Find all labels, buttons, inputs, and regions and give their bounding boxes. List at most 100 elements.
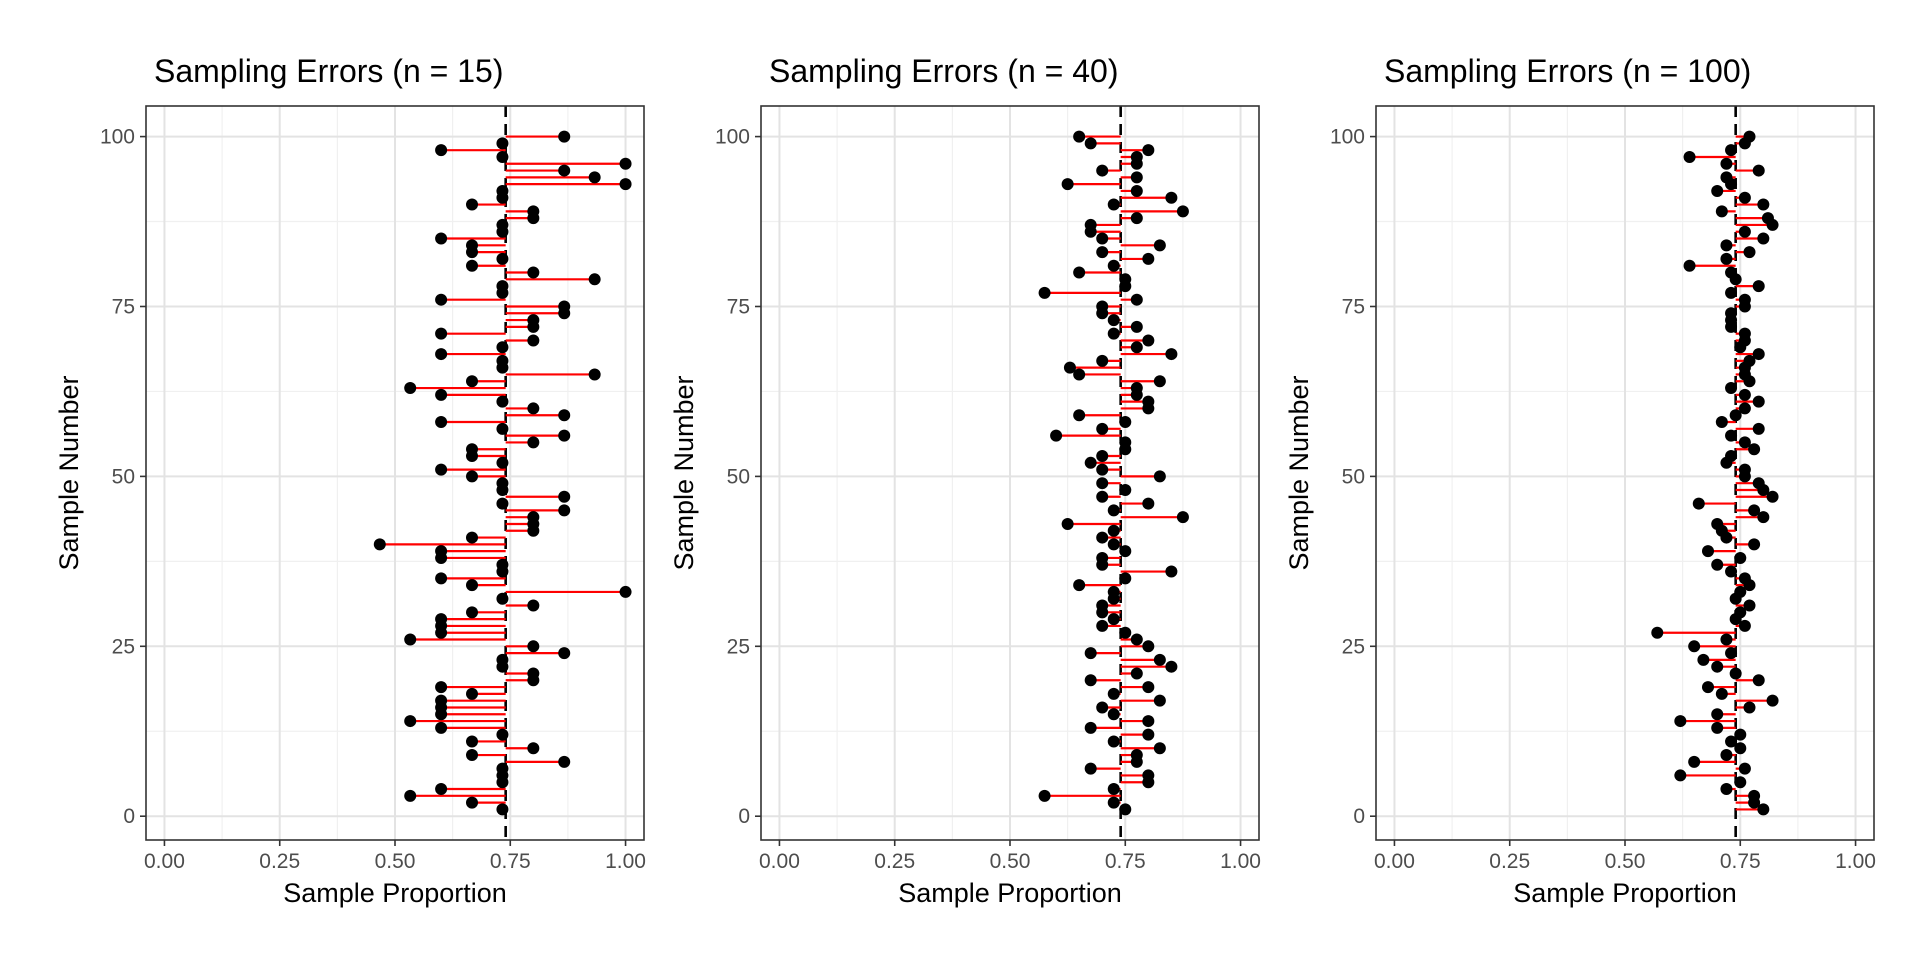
data-point bbox=[466, 606, 479, 619]
y-tick-label: 75 bbox=[727, 295, 750, 318]
data-point bbox=[1096, 300, 1109, 313]
data-point bbox=[435, 783, 448, 796]
data-point bbox=[1153, 470, 1166, 483]
data-point bbox=[527, 599, 540, 612]
data-point bbox=[435, 232, 448, 245]
data-point bbox=[1702, 545, 1714, 558]
data-point bbox=[466, 796, 479, 809]
data-point bbox=[619, 585, 632, 598]
data-point bbox=[1748, 504, 1761, 517]
data-point bbox=[1725, 565, 1738, 578]
data-point bbox=[496, 280, 509, 293]
data-point bbox=[558, 409, 571, 422]
data-point bbox=[1757, 511, 1770, 524]
data-point bbox=[1084, 674, 1097, 687]
data-point bbox=[1130, 184, 1143, 197]
data-point bbox=[435, 388, 448, 401]
data-point bbox=[1096, 701, 1109, 714]
data-point bbox=[1096, 619, 1109, 632]
data-point bbox=[1734, 606, 1747, 619]
data-point bbox=[1725, 647, 1738, 660]
data-point bbox=[1038, 789, 1051, 802]
data-point bbox=[1711, 558, 1724, 571]
data-point bbox=[496, 137, 509, 150]
data-point bbox=[1748, 789, 1761, 802]
y-axis-label: Sample Number bbox=[1284, 375, 1314, 570]
data-point bbox=[1153, 653, 1166, 666]
data-point bbox=[466, 239, 479, 252]
data-point bbox=[1757, 198, 1770, 211]
data-point bbox=[1711, 517, 1724, 530]
data-point bbox=[435, 545, 448, 558]
data-point bbox=[1697, 653, 1710, 666]
data-point bbox=[1720, 783, 1733, 796]
data-point bbox=[1738, 572, 1751, 585]
data-point bbox=[1084, 456, 1097, 469]
data-point bbox=[404, 382, 417, 395]
data-point bbox=[1715, 416, 1728, 429]
data-point bbox=[1142, 715, 1155, 728]
data-point bbox=[1130, 749, 1143, 762]
data-point bbox=[1073, 579, 1086, 592]
data-point bbox=[527, 667, 540, 680]
data-point bbox=[1743, 354, 1756, 367]
data-point bbox=[527, 402, 540, 415]
chart-title: Sampling Errors (n = 100) bbox=[1384, 53, 1751, 89]
data-point bbox=[588, 368, 601, 381]
data-point bbox=[1729, 409, 1742, 422]
y-tick-label: 25 bbox=[727, 635, 750, 658]
data-point bbox=[1096, 477, 1109, 490]
y-tick-label: 0 bbox=[738, 805, 750, 828]
data-point bbox=[496, 354, 509, 367]
data-point bbox=[466, 749, 479, 762]
data-point bbox=[466, 531, 479, 544]
data-point bbox=[466, 259, 479, 272]
y-tick-label: 0 bbox=[123, 805, 135, 828]
data-point bbox=[1096, 232, 1109, 245]
x-axis-label: Sample Proportion bbox=[283, 878, 507, 908]
data-point bbox=[496, 477, 509, 490]
y-tick-label: 100 bbox=[715, 126, 750, 149]
data-point bbox=[1711, 708, 1724, 721]
y-tick-label: 100 bbox=[1330, 126, 1365, 149]
data-point bbox=[1050, 429, 1063, 442]
data-point bbox=[1084, 721, 1097, 734]
data-point bbox=[466, 579, 479, 592]
data-point bbox=[1130, 341, 1143, 354]
data-point bbox=[496, 341, 509, 354]
data-point bbox=[1165, 565, 1178, 578]
x-tick-label: 0.00 bbox=[144, 850, 185, 873]
data-point bbox=[527, 266, 540, 279]
data-point bbox=[373, 538, 386, 551]
data-point bbox=[435, 613, 448, 626]
data-point bbox=[527, 314, 540, 327]
data-point bbox=[1119, 626, 1132, 639]
data-point bbox=[1720, 749, 1733, 762]
data-point bbox=[1725, 144, 1738, 157]
data-point bbox=[435, 293, 448, 306]
data-point bbox=[1142, 395, 1155, 408]
data-point bbox=[558, 130, 571, 143]
data-point bbox=[1165, 348, 1178, 361]
data-point bbox=[1119, 545, 1132, 558]
data-point bbox=[1142, 728, 1155, 741]
x-axis-label: Sample Proportion bbox=[1513, 878, 1737, 908]
data-point bbox=[435, 348, 448, 361]
data-point bbox=[496, 218, 509, 231]
data-point bbox=[1743, 701, 1756, 714]
data-point bbox=[1761, 212, 1774, 225]
data-point bbox=[1725, 286, 1738, 299]
y-tick-label: 75 bbox=[1342, 295, 1365, 318]
data-point bbox=[1107, 524, 1120, 537]
data-point bbox=[1096, 551, 1109, 564]
data-point bbox=[1096, 354, 1109, 367]
data-point bbox=[1692, 497, 1705, 510]
data-point bbox=[1096, 531, 1109, 544]
data-point bbox=[1130, 212, 1143, 225]
data-point bbox=[1752, 348, 1765, 361]
data-point bbox=[1757, 232, 1770, 245]
data-point bbox=[435, 144, 448, 157]
data-point bbox=[527, 334, 540, 347]
data-point bbox=[1743, 130, 1756, 143]
